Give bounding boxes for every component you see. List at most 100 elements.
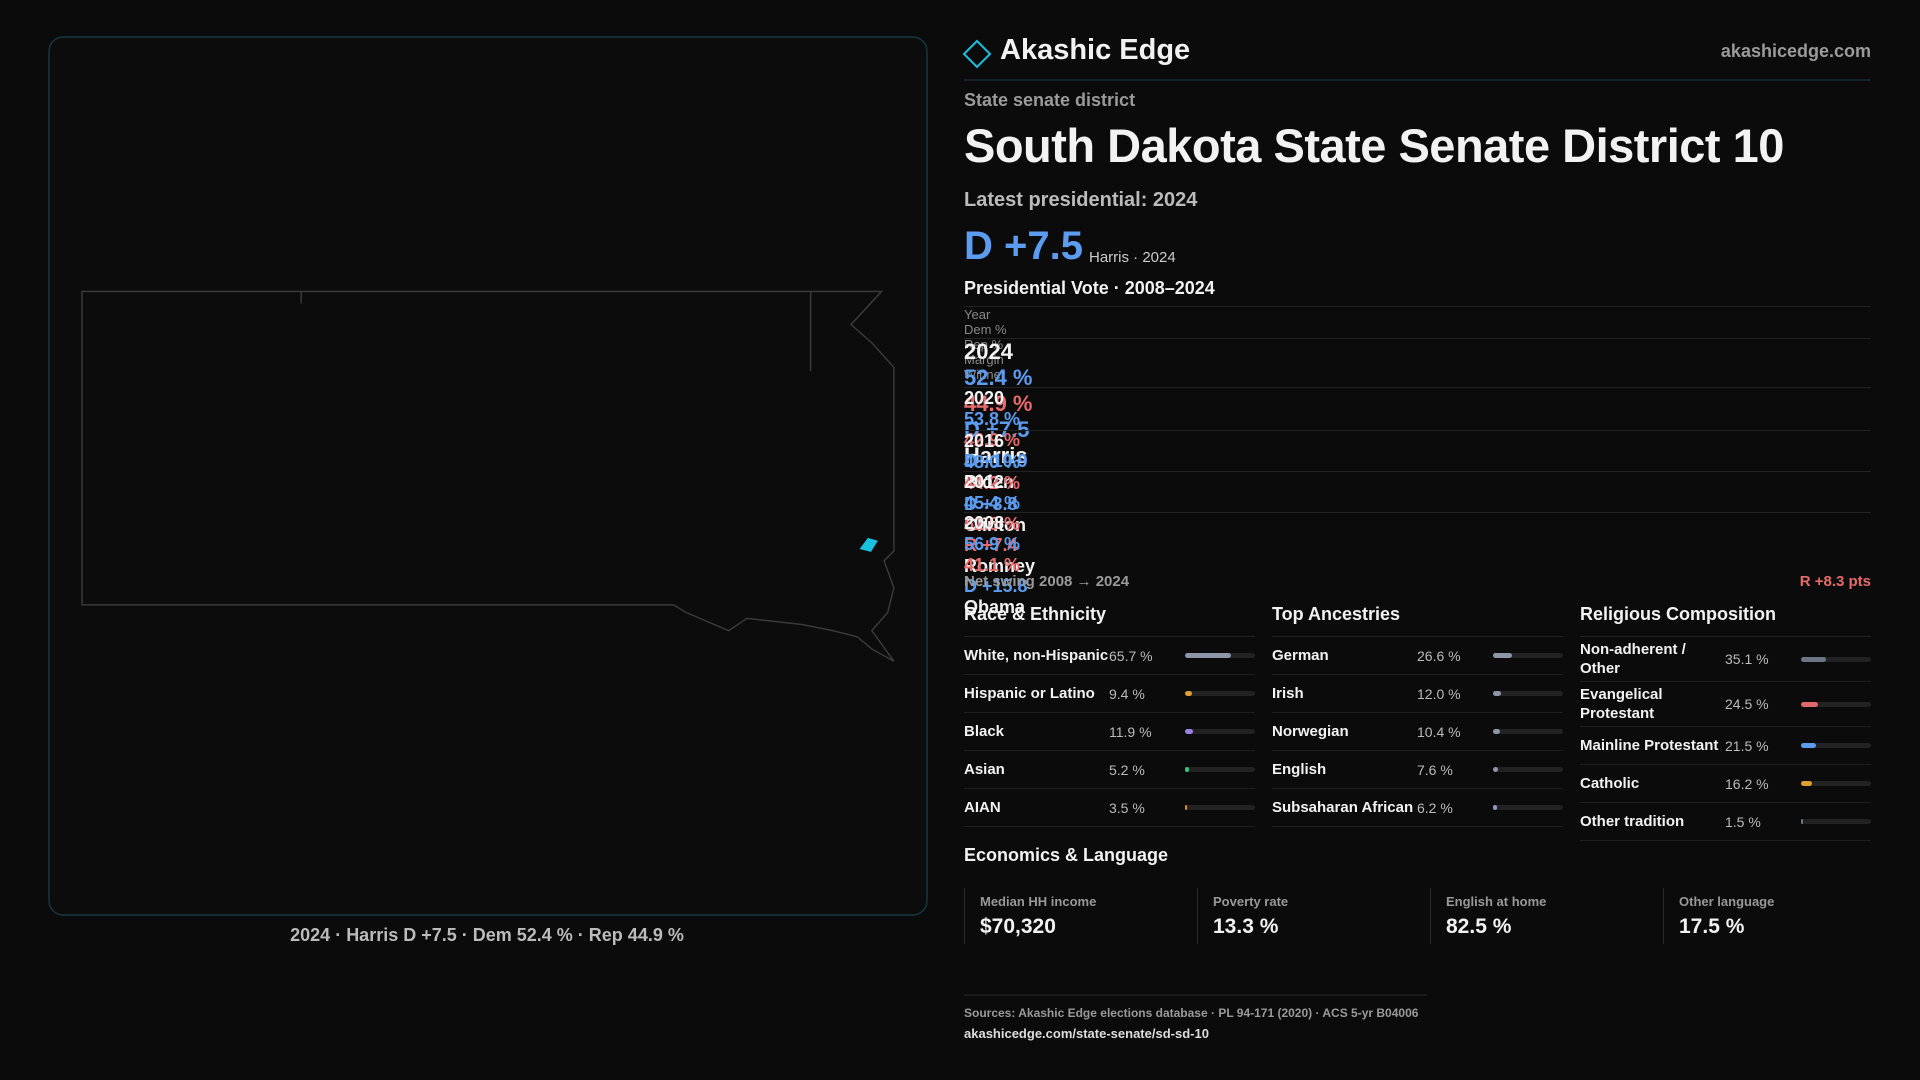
row-label: Black (964, 723, 1005, 740)
row-label: Irish (1272, 685, 1304, 702)
vote-cell: 41.1 % (964, 555, 1021, 575)
swing-value: R +8.3 pts (1799, 573, 1871, 590)
vote-cell: D +7.5 (964, 417, 1030, 442)
vote-cell: Harris (964, 443, 1028, 468)
bar (1185, 767, 1189, 772)
column-header: Margin (964, 352, 1004, 367)
panel-row: Mainline Protestant 21.5 % (1580, 727, 1871, 765)
vote-row: 2008 56.9 % 41.1 % D +15.8 Obama (964, 512, 1871, 617)
panel-religion: Religious Composition Non-adherent / Othe… (1580, 600, 1871, 841)
row-label: Catholic (1580, 775, 1640, 792)
latest-label: Latest presidential: 2024 (964, 189, 1198, 211)
row-value: 24.5 % (1725, 696, 1769, 712)
row-value: 9.4 % (1109, 685, 1145, 702)
vote-cell: 44.9 % (964, 391, 1033, 416)
vote-cell: 2024 (964, 339, 1013, 364)
bar-track (1185, 767, 1255, 772)
row-value: 21.5 % (1725, 737, 1769, 754)
bar-track (1185, 729, 1255, 734)
source-url[interactable]: akashicedge.com/state-senate/sd-sd-10 (964, 1026, 1209, 1041)
bar-track (1185, 653, 1255, 658)
econ-item: Median HH income $70,320 (964, 888, 1195, 944)
row-value: 11.9 % (1109, 723, 1152, 740)
bar (1493, 691, 1502, 696)
economics-title: Economics & Language (964, 845, 1169, 865)
row-label: Non-adherent / Other (1580, 641, 1686, 677)
bar (1801, 819, 1803, 824)
bar (1801, 656, 1826, 662)
bar (1185, 729, 1194, 734)
bar-track (1801, 656, 1871, 662)
panel-row: English 7.6 % (1272, 751, 1563, 789)
row-value: 16.2 % (1725, 775, 1769, 792)
vote-cell: 45.4 % (964, 493, 1021, 513)
bar-track (1801, 781, 1871, 786)
vote-cell: 53.8 % (964, 409, 1021, 429)
site: akashicedge.com (1720, 41, 1871, 61)
votes-header: Year Dem % Rep % Margin Winner (964, 306, 1871, 382)
vote-cell: D +10.9 (964, 451, 1028, 471)
panel-row: AIAN 3.5 % (964, 789, 1255, 827)
vote-cell: 52.4 % (964, 365, 1033, 390)
kind: State senate district (964, 90, 1136, 110)
state-outline (81, 290, 895, 662)
panel-row: Subsaharan African 6.2 % (1272, 789, 1563, 827)
vote-row: 2012 45.4 % 52.8 % R +7.4 Romney (964, 471, 1871, 576)
econ-value: 17.5 % (1679, 915, 1745, 938)
row-label: Other tradition (1580, 813, 1685, 830)
vote-cell: D +15.8 (964, 576, 1028, 596)
vote-cell: 2008 (964, 513, 1005, 533)
vote-cell: D +3.8 (964, 494, 1018, 514)
row-label: Norwegian (1272, 723, 1349, 740)
row-label: Subsaharan African (1272, 799, 1414, 816)
bar-track (1801, 701, 1871, 707)
row-value: 7.6 % (1417, 761, 1453, 778)
title: South Dakota State Senate District 10 (964, 119, 1784, 172)
panel-row: Evangelical Protestant 24.5 % (1580, 682, 1871, 727)
vote-cell: 2020 (964, 388, 1005, 408)
vote-cell: 48.0 % (964, 452, 1021, 472)
bar (1493, 729, 1501, 734)
econ-item: Poverty rate 13.3 % (1197, 888, 1428, 944)
panel-row: Irish 12.0 % (1272, 675, 1563, 713)
map-panel (48, 36, 928, 916)
panel-title: Top Ancestries (1272, 600, 1563, 637)
row-value: 1.5 % (1725, 813, 1761, 830)
econ-label: English at home (1446, 894, 1547, 909)
bar (1493, 805, 1498, 810)
row-label: Hispanic or Latino (964, 685, 1095, 702)
district-shape (859, 537, 878, 552)
panel-row: Black 11.9 % (964, 713, 1255, 751)
panel-row: Non-adherent / Other 35.1 % (1580, 637, 1871, 682)
vote-cell: Romney (964, 556, 1036, 576)
bar-track (1493, 805, 1563, 810)
bar-track (1801, 819, 1871, 824)
bar-track (1493, 653, 1563, 658)
row-label: AIAN (964, 799, 1001, 816)
bar (1801, 743, 1817, 748)
vote-cell: 2016 (964, 431, 1005, 451)
econ-label: Poverty rate (1213, 894, 1289, 909)
panel-row: Catholic 16.2 % (1580, 765, 1871, 803)
row-value: 3.5 % (1109, 799, 1145, 816)
vote-cell: 52.8 % (964, 514, 1021, 534)
bar (1801, 781, 1813, 786)
panel-title: Race & Ethnicity (964, 600, 1255, 637)
panel-row: White, non-Hispanic 65.7 % (964, 637, 1255, 675)
row-label: Evangelical Protestant (1580, 686, 1663, 722)
panel-row: Asian 5.2 % (964, 751, 1255, 789)
panel-row: Norwegian 10.4 % (1272, 713, 1563, 751)
row-value: 12.0 % (1417, 685, 1461, 702)
panel-race: Race & Ethnicity White, non-Hispanic 65.7 … (964, 600, 1255, 827)
vote-cell: 42.9 % (964, 430, 1021, 450)
column-header: Winner (964, 367, 1006, 382)
row-value: 35.1 % (1725, 651, 1769, 667)
column-header: Dem % (964, 322, 1007, 337)
vote-row: 2020 53.8 % 42.9 % D +10.9 Biden (964, 387, 1871, 492)
column-header: Year (964, 307, 991, 322)
vote-cell: 2012 (964, 472, 1005, 492)
sources: Sources: Akashic Edge elections database… (964, 1006, 1419, 1020)
bar-track (1493, 691, 1563, 696)
row-value: 6.2 % (1417, 799, 1453, 816)
econ-label: Median HH income (980, 894, 1097, 909)
